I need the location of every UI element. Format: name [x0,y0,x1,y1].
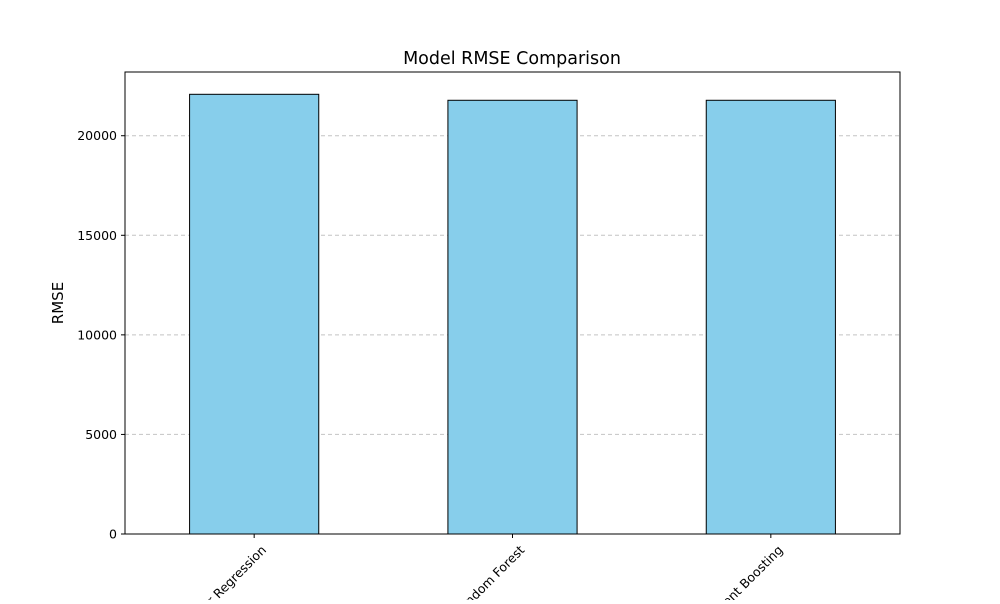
plot-area-frame [124,71,901,535]
x-axis-ticks: Linear Regression Random Forest Gradient B… [180,534,786,600]
y-tick-label: 15000 [77,228,117,243]
y-tick-label: 0 [109,527,117,542]
bar-linear-regression [189,93,320,535]
bars [189,93,836,535]
bar-random-forest [447,99,578,535]
x-tick-label: Linear Regression [180,542,269,600]
y-axis-ticks: 0 5000 10000 15000 20000 [77,128,125,542]
y-tick-label: 10000 [77,327,117,342]
y-tick-label: 20000 [77,128,117,143]
y-tick-label: 5000 [85,427,117,442]
x-tick-label: Gradient Boosting [695,542,786,600]
chart-title: Model RMSE Comparison [403,49,621,69]
y-axis-label: RMSE [49,282,67,324]
x-tick-label: Random Forest [450,542,527,600]
bar-gradient-boosting [705,99,836,535]
